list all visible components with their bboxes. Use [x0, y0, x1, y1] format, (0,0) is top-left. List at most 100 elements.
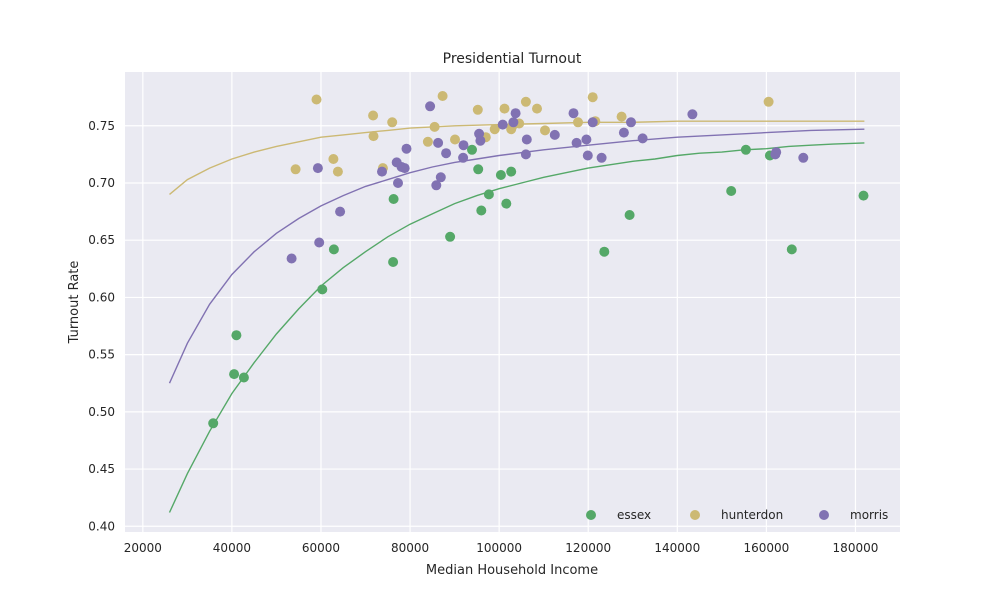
hunterdon-point	[616, 111, 627, 122]
x-tick-label: 40000	[213, 541, 251, 555]
x-tick-label: 140000	[654, 541, 700, 555]
morris-point	[587, 117, 598, 128]
morris-point	[520, 149, 531, 160]
y-tick-label: 0.60	[88, 290, 115, 304]
morris-point	[475, 135, 486, 146]
morris-point	[687, 109, 698, 120]
essex-point	[388, 194, 399, 204]
morris-point	[571, 137, 582, 148]
fit-curves	[168, 120, 865, 513]
hunterdon-point	[332, 166, 343, 177]
x-tick-label: 120000	[565, 541, 611, 555]
morris-point	[568, 108, 579, 119]
legend-label-morris: morris	[850, 508, 888, 522]
morris-point	[399, 163, 410, 174]
morris-point	[582, 150, 593, 161]
legend-marker-morris	[819, 510, 829, 520]
legend-marker-hunterdon	[690, 510, 700, 520]
morris-point	[433, 137, 444, 148]
morris-point	[510, 108, 521, 119]
y-tick-label: 0.45	[88, 462, 115, 476]
morris-point	[637, 133, 648, 144]
essex-point	[445, 231, 456, 242]
morris-point	[458, 140, 469, 151]
hunterdon-point	[540, 125, 550, 136]
morris-point	[431, 180, 442, 191]
legend-marker-essex	[586, 510, 596, 520]
y-tick-label: 0.50	[88, 405, 115, 419]
hunterdon-point	[489, 124, 500, 135]
morris-point	[508, 117, 519, 128]
morris-point	[798, 152, 809, 163]
essex-point	[599, 246, 610, 257]
essex-fit-curve	[168, 142, 865, 513]
x-tick-label: 160000	[743, 541, 789, 555]
essex-point	[317, 284, 328, 295]
essex-point	[506, 166, 517, 177]
hunterdon-point	[422, 136, 433, 147]
chart-title: Presidential Turnout	[443, 51, 582, 67]
y-tick-labels: 0.40 0.45 0.50 0.55 0.60 0.65 0.70 0.75	[88, 119, 115, 533]
x-tick-label: 20000	[124, 541, 162, 555]
legend-label-essex: essex	[617, 508, 651, 522]
x-tick-label: 100000	[476, 541, 522, 555]
essex-point	[231, 330, 242, 341]
morris-point	[521, 134, 532, 145]
morris-fit-curve	[168, 128, 865, 384]
essex-point	[624, 210, 635, 220]
morris-point	[435, 172, 446, 183]
morris-point	[458, 152, 469, 163]
essex-point	[229, 369, 240, 380]
essex-point	[467, 144, 477, 155]
hunterdon-point	[368, 131, 379, 142]
y-tick-label: 0.70	[88, 176, 115, 190]
essex-point	[473, 164, 484, 175]
hunterdon-point	[587, 92, 598, 103]
hunterdon-point	[532, 103, 542, 114]
y-tick-label: 0.75	[88, 119, 115, 133]
hunterdon-point	[472, 104, 483, 115]
hunterdon-point	[429, 121, 440, 132]
hunterdon-point	[450, 134, 460, 145]
morris-point	[286, 253, 297, 264]
morris-point	[497, 119, 508, 130]
morris-point	[393, 178, 403, 188]
essex-point	[726, 186, 737, 196]
essex-point	[495, 170, 506, 180]
morris-point	[618, 127, 629, 138]
hunterdon-point	[437, 91, 448, 101]
essex-point	[483, 189, 494, 200]
hunterdon-point	[387, 117, 398, 128]
essex-point	[328, 244, 339, 255]
hunterdon-point	[520, 96, 531, 107]
essex-point	[476, 205, 487, 216]
legend: essex hunterdon morris	[586, 508, 888, 522]
data-points	[208, 91, 869, 429]
essex-point	[238, 372, 249, 383]
essex-point	[208, 418, 219, 429]
hunterdon-point	[290, 164, 301, 175]
essex-point	[786, 244, 797, 255]
morris-point	[314, 237, 325, 248]
y-tick-label: 0.65	[88, 233, 115, 247]
hunterdon-point	[311, 94, 322, 105]
essex-point	[501, 198, 512, 209]
morris-point	[441, 148, 452, 159]
y-tick-label: 0.55	[88, 348, 115, 362]
morris-point	[312, 163, 323, 174]
hunterdon-fit-curve	[169, 120, 865, 195]
morris-point	[596, 152, 607, 163]
morris-point	[581, 134, 592, 145]
x-axis-label: Median Household Income	[426, 563, 598, 578]
y-tick-label: 0.40	[88, 519, 115, 533]
morris-point	[335, 206, 346, 217]
hunterdon-point	[573, 117, 583, 128]
plot-area	[125, 72, 900, 532]
legend-label-hunterdon: hunterdon	[721, 508, 783, 522]
x-tick-label: 180000	[833, 541, 879, 555]
essex-point	[740, 144, 751, 155]
morris-point	[549, 129, 560, 140]
morris-point	[425, 101, 436, 112]
essex-point	[858, 190, 869, 201]
